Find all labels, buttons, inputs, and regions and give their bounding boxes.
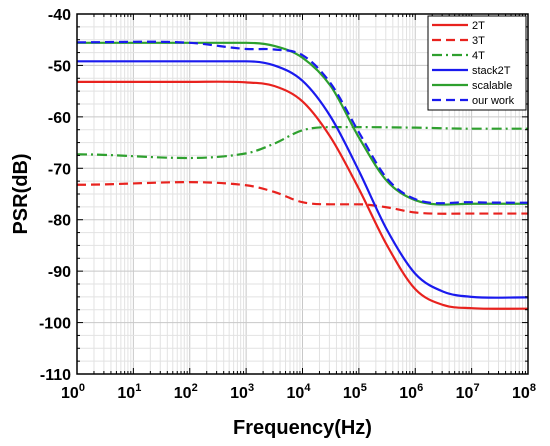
x-tick-label: 108 xyxy=(512,382,536,402)
legend-label: scalable xyxy=(472,80,512,92)
x-tick-label: 104 xyxy=(287,382,312,402)
y-tick-label: -60 xyxy=(48,110,71,127)
x-tick-label: 102 xyxy=(174,382,198,402)
legend-label: 2T xyxy=(472,20,485,32)
x-tick-label: 100 xyxy=(61,382,85,402)
y-tick-label: -50 xyxy=(48,58,71,75)
legend: 2T 3T 4T stack2T scalable our work xyxy=(427,15,527,111)
legend-label: stack2T xyxy=(472,65,511,77)
series-line-3t xyxy=(76,181,528,215)
series-layer xyxy=(76,40,529,310)
x-axis-label: Frequency(Hz) xyxy=(233,417,372,439)
series-line-our-work xyxy=(76,40,529,205)
y-axis-label: PSR(dB) xyxy=(10,153,32,234)
legend-box xyxy=(427,15,527,111)
series-line-2t xyxy=(77,80,529,310)
y-tick-label: -80 xyxy=(48,213,71,230)
y-tick-label: -100 xyxy=(39,316,71,333)
x-tick-label: 106 xyxy=(399,382,423,402)
y-tick-label: -90 xyxy=(48,264,71,281)
x-tick-label: 107 xyxy=(456,382,480,402)
legend-label: 4T xyxy=(472,50,485,62)
series-line-stack2t xyxy=(76,60,529,299)
legend-label: 3T xyxy=(472,35,485,47)
y-tick-label: -70 xyxy=(48,161,71,178)
x-tick-label: 105 xyxy=(343,382,367,402)
y-tick-label: -40 xyxy=(48,7,71,24)
y-tick-label: -110 xyxy=(40,367,71,384)
x-tick-label: 101 xyxy=(117,382,141,402)
legend-label: our work xyxy=(472,95,515,107)
series-line-scalable xyxy=(77,41,528,206)
x-tick-label: 103 xyxy=(230,382,254,402)
series-line-4t xyxy=(76,126,528,160)
